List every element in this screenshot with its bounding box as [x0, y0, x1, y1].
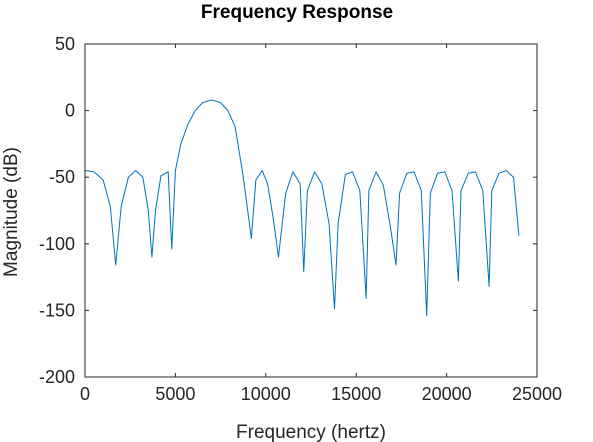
magnitude-series-line: [84, 99, 520, 317]
plot-frame: [84, 43, 538, 378]
x-axis-label: Frequency (hertz): [236, 422, 386, 442]
x-tick-label: 5000: [155, 384, 195, 404]
y-tick-label: -100: [39, 234, 75, 254]
y-tick-label: -150: [39, 300, 75, 320]
x-tick-label: 0: [80, 384, 90, 404]
data-layer: [84, 99, 520, 317]
x-tick-label: 25000: [512, 384, 562, 404]
chart-title: Frequency Response: [201, 2, 393, 23]
y-tick-label: -50: [49, 167, 75, 187]
y-tick-label: 0: [65, 101, 75, 121]
x-tick-label: 15000: [331, 384, 381, 404]
axes-layer: 0 5000 10000 15000 20000 25000 -200 -150 -100 -50…: [39, 34, 562, 404]
y-axis-label: Magnitude (dB): [1, 147, 22, 277]
y-tick-label: 50: [55, 34, 75, 54]
x-tick-label: 10000: [241, 384, 291, 404]
y-tick-label: -200: [39, 367, 75, 387]
x-tick-label: 20000: [422, 384, 472, 404]
